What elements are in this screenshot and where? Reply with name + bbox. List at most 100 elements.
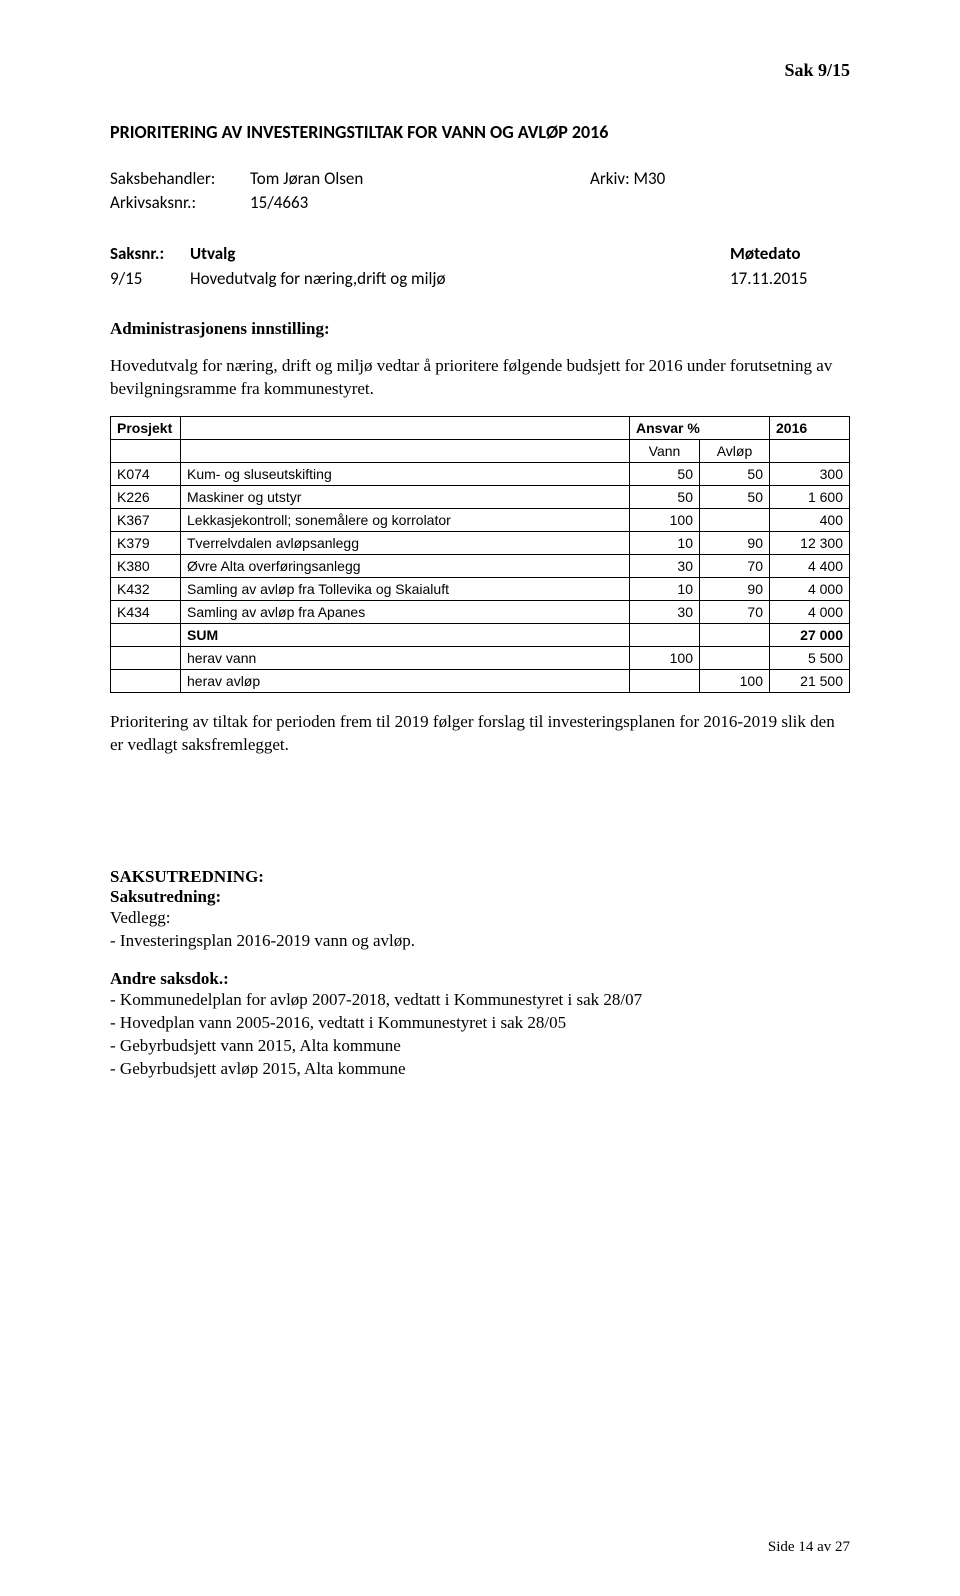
saksnr-header-col1: Saksnr.: [110,243,190,264]
row-avlop: 70 [700,555,770,578]
saksbehandler-label: Saksbehandler: [110,167,250,191]
table-sum-row: SUM 27 000 [111,624,850,647]
row-desc: Lekkasjekontroll; sonemålere og korrolat… [181,509,630,532]
saksnr-num: 9/15 [110,268,190,289]
sum-value: 27 000 [770,624,850,647]
td-blank [181,440,630,463]
sak-header: Sak 9/15 [110,60,850,81]
table-row: K379Tverrelvdalen avløpsanlegg109012 300 [111,532,850,555]
table-row: K074Kum- og sluseutskifting5050300 [111,463,850,486]
row-vann: 50 [630,486,700,509]
saksnr-dato: 17.11.2015 [730,268,850,289]
herav-vann-label: herav vann [181,647,630,670]
andre-item: - Kommunedelplan for avløp 2007-2018, ve… [110,989,850,1012]
row-vann: 10 [630,578,700,601]
herav-vann-y: 5 500 [770,647,850,670]
row-code: K434 [111,601,181,624]
th-blank [181,417,630,440]
td-blank [111,647,181,670]
row-desc: Samling av avløp fra Tollevika og Skaial… [181,578,630,601]
row-desc: Øvre Alta overføringsanlegg [181,555,630,578]
row-avlop: 70 [700,601,770,624]
row-vann: 50 [630,463,700,486]
table-row: K380Øvre Alta overføringsanlegg30704 400 [111,555,850,578]
meta-block: Saksbehandler: Tom Jøran Olsen Arkiv: M3… [110,167,850,215]
row-year: 4 400 [770,555,850,578]
row-code: K432 [111,578,181,601]
arkiv-label: Arkiv: M30 [590,167,665,191]
page-footer: Side 14 av 27 [768,1539,850,1556]
saksnr-utvalg: Hovedutvalg for næring,drift og miljø [190,268,730,289]
table-row: K432Samling av avløp fra Tollevika og Sk… [111,578,850,601]
td-blank [630,670,700,693]
td-blank [700,624,770,647]
row-year: 12 300 [770,532,850,555]
row-code: K074 [111,463,181,486]
saksnr-header-col3: Møtedato [730,243,850,264]
admin-heading: Administrasjonens innstilling: [110,319,850,339]
table-header-row-1: Prosjekt Ansvar % 2016 [111,417,850,440]
th-year: 2016 [770,417,850,440]
row-code: K379 [111,532,181,555]
row-code: K380 [111,555,181,578]
saksbehandler-value: Tom Jøran Olsen [250,167,530,191]
herav-avlop-label: herav avløp [181,670,630,693]
row-avlop: 50 [700,486,770,509]
admin-text: Hovedutvalg for næring, drift og miljø v… [110,355,850,401]
andre-label: Andre saksdok.: [110,969,850,989]
td-blank [111,440,181,463]
row-year: 1 600 [770,486,850,509]
th-ansvar: Ansvar % [630,417,770,440]
table-row: K434Samling av avløp fra Apanes30704 000 [111,601,850,624]
andre-item: - Gebyrbudsjett avløp 2015, Alta kommune [110,1058,850,1081]
row-year: 400 [770,509,850,532]
td-blank [770,440,850,463]
row-vann: 30 [630,555,700,578]
row-avlop: 90 [700,578,770,601]
saksnr-header-row: Saksnr.: Utvalg Møtedato [110,243,850,264]
row-desc: Maskiner og utstyr [181,486,630,509]
row-vann: 100 [630,509,700,532]
vedlegg-item: - Investeringsplan 2016-2019 vann og avl… [110,930,850,953]
row-code: K226 [111,486,181,509]
herav-avlop-y: 21 500 [770,670,850,693]
table-herav-avlop-row: herav avløp 100 21 500 [111,670,850,693]
row-year: 300 [770,463,850,486]
andre-list: - Kommunedelplan for avløp 2007-2018, ve… [110,989,850,1081]
td-blank [111,624,181,647]
table-herav-vann-row: herav vann 100 5 500 [111,647,850,670]
td-blank [630,624,700,647]
td-blank [111,670,181,693]
td-blank [700,647,770,670]
document-page: Sak 9/15 PRIORITERING AV INVESTERINGSTIL… [0,0,960,1596]
th-vann: Vann [630,440,700,463]
row-desc: Tverrelvdalen avløpsanlegg [181,532,630,555]
row-desc: Kum- og sluseutskifting [181,463,630,486]
row-vann: 30 [630,601,700,624]
document-title: PRIORITERING AV INVESTERINGSTILTAK FOR V… [110,121,850,143]
th-prosjekt: Prosjekt [111,417,181,440]
row-code: K367 [111,509,181,532]
sum-label: SUM [181,624,630,647]
andre-item: - Hovedplan vann 2005-2016, vedtatt i Ko… [110,1012,850,1035]
saksutredning-heading: SAKSUTREDNING: [110,867,850,887]
row-avlop: 50 [700,463,770,486]
row-vann: 10 [630,532,700,555]
herav-avlop-val: 100 [700,670,770,693]
saksutredning-sub: Saksutredning: [110,887,850,907]
vedlegg-label: Vedlegg: [110,907,850,930]
arkivsaksnr-label: Arkivsaksnr.: [110,191,250,215]
row-year: 4 000 [770,601,850,624]
row-avlop [700,509,770,532]
saksnr-header-col2: Utvalg [190,243,730,264]
row-avlop: 90 [700,532,770,555]
table-row: K226Maskiner og utstyr50501 600 [111,486,850,509]
andre-item: - Gebyrbudsjett vann 2015, Alta kommune [110,1035,850,1058]
budget-table: Prosjekt Ansvar % 2016 Vann Avløp K074Ku… [110,416,850,693]
th-avlop: Avløp [700,440,770,463]
table-header-row-2: Vann Avløp [111,440,850,463]
row-desc: Samling av avløp fra Apanes [181,601,630,624]
herav-vann-val: 100 [630,647,700,670]
saksnr-data-row: 9/15 Hovedutvalg for næring,drift og mil… [110,268,850,289]
arkivsaksnr-value: 15/4663 [250,191,530,215]
